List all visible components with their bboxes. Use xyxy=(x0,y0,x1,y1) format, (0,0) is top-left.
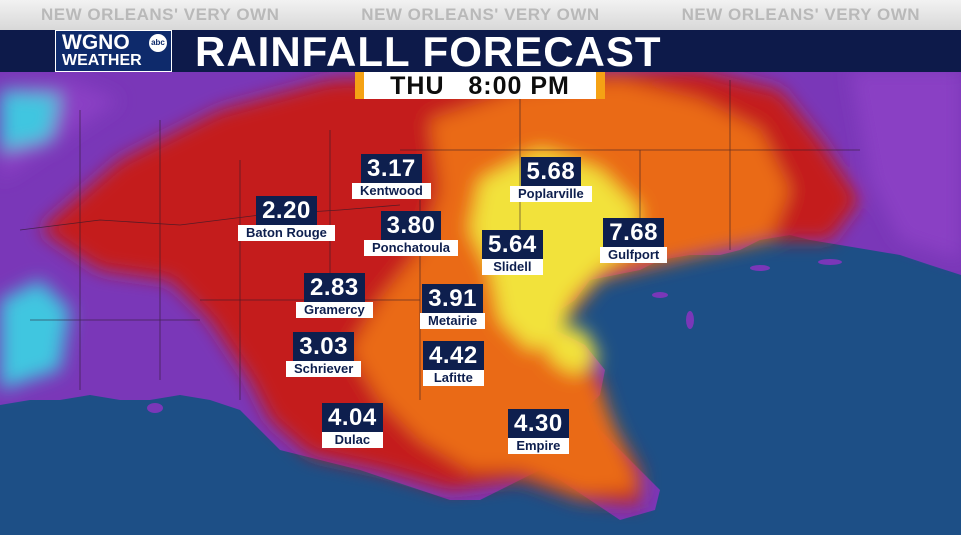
city-label-poplarville: 5.68 Poplarville xyxy=(510,157,592,202)
rain-light-area-3 xyxy=(0,280,70,390)
county-lines xyxy=(19,70,860,400)
city-label-dulac: 4.04 Dulac xyxy=(322,403,383,448)
station-logo: WGNO abc WEATHER xyxy=(55,30,172,72)
rainfall-value: 3.17 xyxy=(361,154,422,183)
logo-call-letters: WGNO xyxy=(62,31,130,54)
city-name: Gulfport xyxy=(600,247,668,263)
rainfall-value: 7.68 xyxy=(603,218,664,247)
city-name: Poplarville xyxy=(510,186,592,202)
city-name: Ponchatoula xyxy=(364,240,459,256)
tagline-text: NEW ORLEANS' VERY OWN xyxy=(361,5,600,24)
city-label-lafitte: 4.42 Lafitte xyxy=(423,341,484,386)
city-label-metairie: 3.91 Metairie xyxy=(420,284,486,329)
rainfall-value: 4.30 xyxy=(508,409,569,438)
rainfall-value: 2.20 xyxy=(256,196,317,225)
city-label-gramercy: 2.83 Gramercy xyxy=(296,273,373,318)
city-name: Dulac xyxy=(322,432,383,448)
rainfall-value: 3.80 xyxy=(380,211,442,240)
city-name: Baton Rouge xyxy=(238,225,335,241)
tagline-text: NEW ORLEANS' VERY OWN xyxy=(40,5,280,24)
city-label-ponchatoula: 3.80 Ponchatoula xyxy=(364,211,459,256)
city-label-gulfport: 7.68 Gulfport xyxy=(600,218,668,263)
rainfall-value: 4.42 xyxy=(423,341,484,370)
city-label-kentwood: 3.17 Kentwood xyxy=(352,154,431,199)
city-label-schriever: 3.03 Schriever xyxy=(286,332,362,377)
rainfall-value: 5.68 xyxy=(520,157,582,186)
rainfall-value: 3.91 xyxy=(422,284,483,313)
city-name: Kentwood xyxy=(352,183,431,199)
tagline-text: NEW ORLEANS' VERY OWN xyxy=(681,5,921,24)
tagline-bar: NEW ORLEANS' VERY OWN NEW ORLEANS' VERY … xyxy=(0,0,961,30)
rainfall-value: 3.03 xyxy=(293,332,354,361)
city-label-baton-rouge: 2.20 Baton Rouge xyxy=(238,196,335,241)
city-name: Metairie xyxy=(420,313,486,329)
rain-extreme-area-2 xyxy=(545,325,600,375)
city-name: Slidell xyxy=(482,259,543,275)
rainfall-value: 4.04 xyxy=(322,403,383,432)
city-name: Lafitte xyxy=(423,370,484,386)
city-label-slidell: 5.64 Slidell xyxy=(482,230,543,275)
rain-light-area-4 xyxy=(0,90,60,150)
city-name: Gramercy xyxy=(296,302,373,318)
forecast-time: THU 8:00 PM xyxy=(355,72,605,100)
page-title: RAINFALL FORECAST xyxy=(195,28,662,75)
rainfall-value: 5.64 xyxy=(482,230,543,259)
city-label-empire: 4.30 Empire xyxy=(508,409,569,454)
rainfall-value: 2.83 xyxy=(304,273,365,302)
city-name: Schriever xyxy=(286,361,362,377)
rain-light-area-2 xyxy=(850,70,961,260)
abc-badge-icon: abc xyxy=(149,34,167,52)
barrier-islands xyxy=(147,259,842,413)
logo-weather: WEATHER xyxy=(62,52,142,69)
city-name: Empire xyxy=(508,438,569,454)
rainfall-shading xyxy=(0,70,961,505)
